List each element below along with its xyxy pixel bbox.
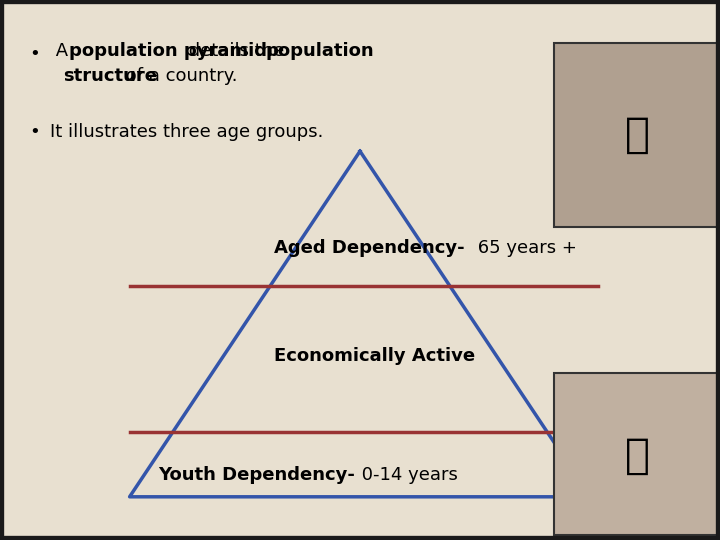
Text: Economically Active: Economically Active xyxy=(274,347,474,366)
Text: Aged Dependency-: Aged Dependency- xyxy=(274,239,464,258)
Text: of a country.: of a country. xyxy=(120,66,238,85)
Text: It illustrates three age groups.: It illustrates three age groups. xyxy=(50,123,324,141)
Text: structure: structure xyxy=(63,66,157,85)
Text: details the: details the xyxy=(184,42,290,60)
Text: population pyramid: population pyramid xyxy=(69,42,267,60)
Bar xyxy=(554,43,720,227)
Text: 👶: 👶 xyxy=(625,435,649,477)
Text: 0-14 years: 0-14 years xyxy=(356,466,458,484)
Text: A: A xyxy=(50,42,74,60)
Bar xyxy=(554,373,720,535)
Text: 65 years +: 65 years + xyxy=(472,239,577,258)
Text: Youth Dependency-: Youth Dependency- xyxy=(158,466,355,484)
Text: 👴: 👴 xyxy=(625,114,649,156)
Text: •: • xyxy=(29,45,40,63)
Text: population: population xyxy=(266,42,374,60)
Text: •: • xyxy=(29,123,40,141)
